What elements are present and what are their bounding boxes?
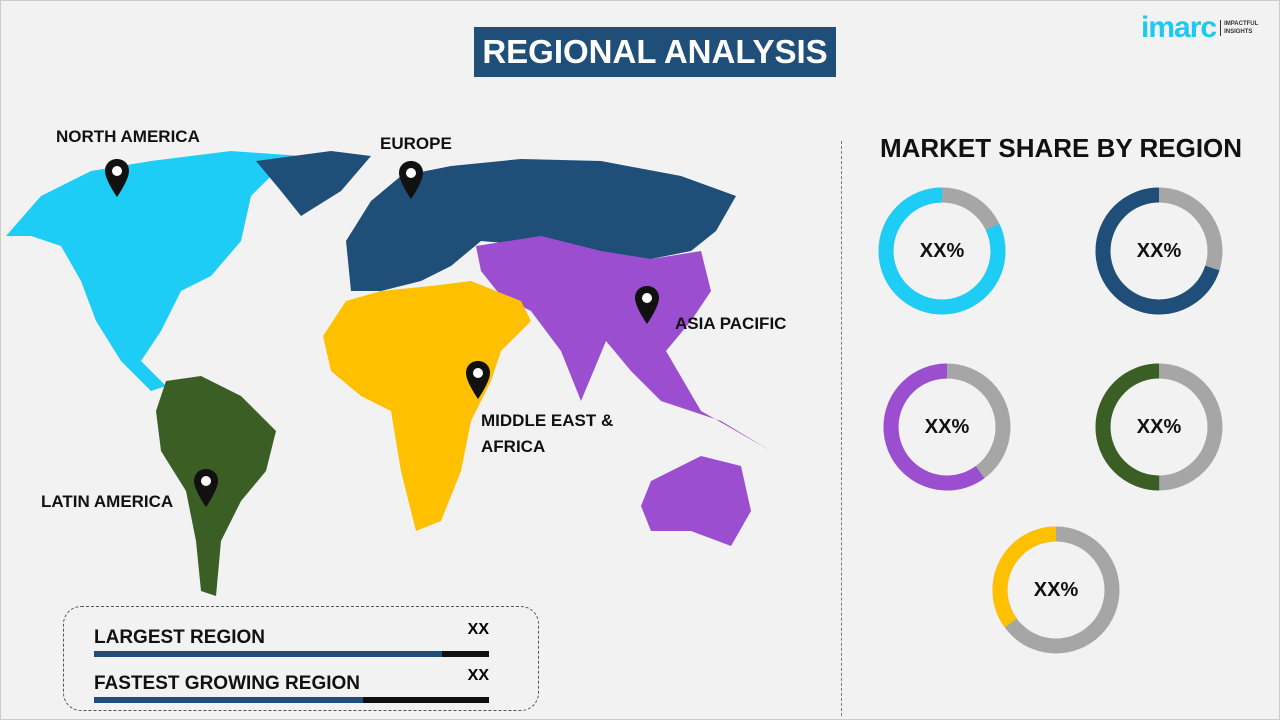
fastest-growing-region-row: FASTEST GROWING REGION XX [94,667,489,703]
page-title: REGIONAL ANALYSIS [474,27,836,77]
summary-box: LARGEST REGION XX FASTEST GROWING REGION… [63,606,539,711]
fastest-growing-region-bar [94,697,363,703]
north-america-shape [6,151,301,391]
map-pin-icon [635,286,659,324]
map-pin-icon [466,361,490,399]
donut-europe: XX% [1094,186,1224,316]
region-label-europe: EUROPE [380,134,452,153]
donut-share-arc [878,187,1006,315]
world-map [6,151,771,596]
largest-region-row: LARGEST REGION XX [94,621,489,657]
region-label-asia-pacific: ASIA PACIFIC [675,314,787,333]
map-pin-icon [194,469,218,507]
largest-region-bar [94,651,442,657]
asia-pacific-shape [476,236,771,451]
greenland-shape [256,151,371,216]
donut-middle-east-africa: XX% [991,525,1121,655]
donut-latin-america: XX% [1094,362,1224,492]
donut-share-arc [992,526,1120,654]
region-label-latin-america: LATIN AMERICA [41,492,174,511]
map-pin-icon [105,159,129,197]
map-pin-icon [399,161,423,199]
donut-share-arc [883,363,1011,491]
market-share-title: MARKET SHARE BY REGION [879,133,1243,163]
section-divider [841,141,842,716]
donut-north-america: XX% [877,186,1007,316]
donut-share-arc [1095,363,1223,491]
region-label-middle-east-africa: MIDDLE EAST & AFRICA [481,411,614,456]
donut-share-arc [1095,187,1223,315]
middle-east-africa-shape [323,281,531,531]
australia-shape [641,456,751,546]
region-label-north-america: NORTH AMERICA [56,127,200,146]
donut-asia-pacific: XX% [882,362,1012,492]
imarc-logo: imarc IMPACTFUL INSIGHTS [1141,11,1259,44]
